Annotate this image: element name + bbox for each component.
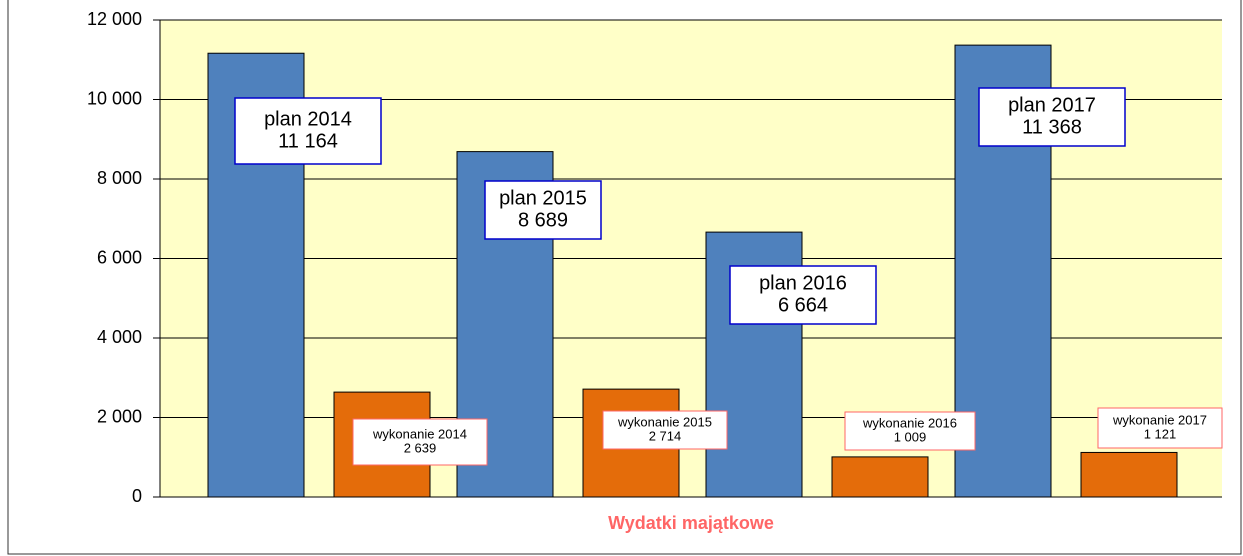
y-tick-label: 4 000 [97,327,142,347]
data-label-title: plan 2016 [759,272,847,294]
y-tick-label: 12 000 [87,9,142,29]
data-label-box [234,97,382,165]
data-label-box [484,180,602,240]
y-tick-label: 10 000 [87,88,142,108]
bar [1080,451,1178,498]
bar [831,456,929,498]
data-label: 11 368 [1022,116,1082,138]
data-label: 2 639 [404,441,437,456]
data-label: 1 121 [1144,427,1177,442]
data-label-title: wykonanie 2017 [1112,412,1207,427]
data-label-title: wykonanie 2016 [862,415,957,430]
data-label-title: plan 2014 [264,108,352,130]
data-label-box [978,87,1126,147]
data-label: 11 164 [278,130,338,152]
data-label: 2 714 [649,429,682,444]
chart-frame [7,0,1242,555]
data-label: 6 664 [778,294,828,316]
data-label-title: wykonanie 2014 [372,426,467,441]
y-tick-label: 8 000 [97,168,142,188]
data-label-title: wykonanie 2015 [617,414,712,429]
data-label: 1 009 [894,430,927,445]
data-label-box [844,411,976,451]
data-label: 8 689 [518,209,568,231]
data-label-box [352,418,488,466]
data-label-title: plan 2015 [499,187,587,209]
data-label-box [729,265,877,325]
x-axis-title: Wydatki majątkowe [608,513,774,533]
data-label-box [1097,407,1223,449]
y-tick-label: 0 [132,486,142,506]
data-label-title: plan 2017 [1008,94,1096,116]
y-tick-label: 6 000 [97,247,142,267]
data-label-box [602,410,728,450]
y-tick-label: 2 000 [97,406,142,426]
